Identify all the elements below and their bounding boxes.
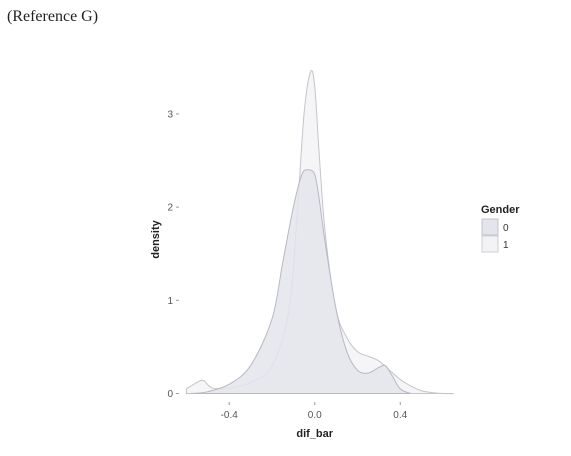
- x-axis-title: dif_bar: [296, 428, 333, 440]
- figure-caption: (Reference G): [7, 8, 99, 25]
- legend-label-gender-1: 1: [503, 240, 509, 251]
- density-series-layer: [185, 69, 454, 395]
- x-tick-label: -0.4: [221, 410, 239, 421]
- y-tick-label: 1: [167, 296, 173, 307]
- legend-title: Gender: [481, 204, 520, 216]
- x-tick-label: 0.0: [308, 410, 322, 421]
- density-area-gender-0: [190, 169, 412, 395]
- y-tick-label: 3: [167, 109, 173, 120]
- x-tick-label: 0.4: [393, 410, 407, 421]
- legend-key-gender-1: [481, 235, 499, 253]
- legend: Gender 0 1: [481, 204, 520, 253]
- y-tick-label: 0: [167, 389, 173, 400]
- axis-layer: 0 1 2 3 -0.4 0.0 0.4: [167, 109, 407, 421]
- legend-label-gender-0: 0: [503, 223, 509, 234]
- legend-key-gender-0: [481, 218, 499, 236]
- y-tick-label: 2: [167, 203, 173, 214]
- y-axis-title: density: [150, 219, 162, 258]
